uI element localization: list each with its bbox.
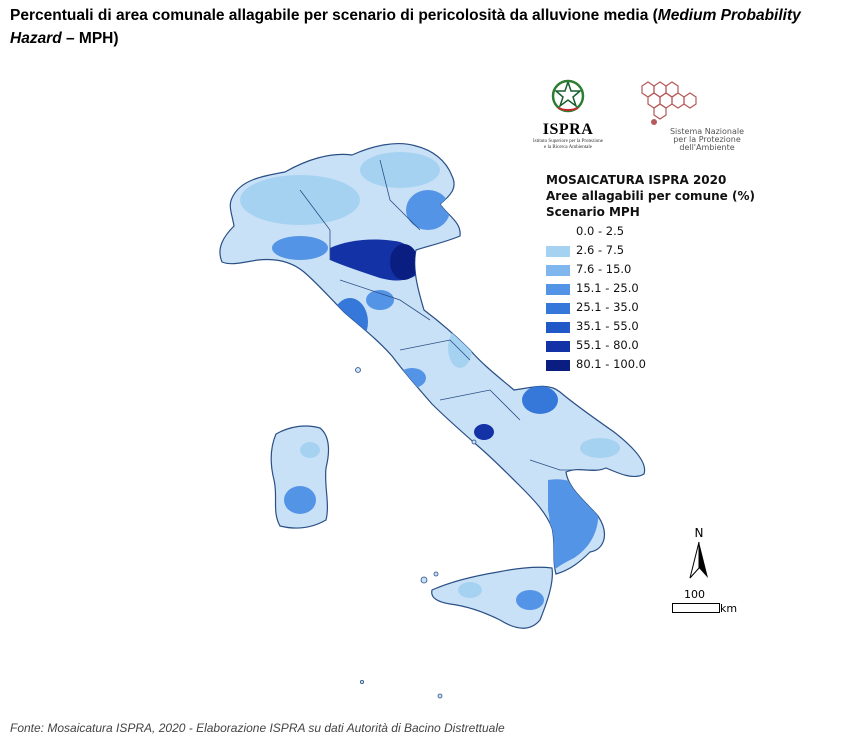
snpa-line-3: dell'Ambiente <box>679 143 735 152</box>
sardinia-flood-area <box>284 486 316 514</box>
scale-value: 100 <box>684 588 705 601</box>
snpa-logo: Sistema Nazionale per la Protezione dell… <box>632 78 756 152</box>
legend-swatch <box>546 322 570 333</box>
scale-bar-graphic <box>672 603 720 613</box>
legend-label: 80.1 - 100.0 <box>576 357 646 371</box>
legend-label: 55.1 - 80.0 <box>576 338 639 352</box>
arno-flood-area <box>366 290 394 310</box>
small-islands <box>355 367 477 699</box>
ispra-name: ISPRA <box>542 121 594 138</box>
legend-label: 25.1 - 35.0 <box>576 300 639 314</box>
alps-pale-area <box>240 175 360 225</box>
hexagon-network-icon <box>641 81 697 125</box>
page-title: Percentuali di area comunale allagabile … <box>10 4 840 50</box>
legend-title-1: MOSAICATURA ISPRA 2020 <box>546 173 727 187</box>
legend-title-2: Aree allagabili per comune (%) <box>546 189 755 203</box>
legend-label: 15.1 - 25.0 <box>576 281 639 295</box>
salento-pale-area <box>580 438 620 458</box>
legend-swatch <box>546 341 570 352</box>
legend-swatch <box>546 246 570 257</box>
legend-swatch <box>546 227 570 238</box>
legend-label: 7.6 - 15.0 <box>576 262 632 276</box>
source-caption: Fonte: Mosaicatura ISPRA, 2020 - Elabora… <box>10 721 505 735</box>
legend-label: 2.6 - 7.5 <box>576 243 625 257</box>
title-text-1: Percentuali di area comunale allagabile … <box>10 7 658 24</box>
north-label: N <box>694 526 704 540</box>
italian-emblem-icon <box>551 79 585 113</box>
legend-title: MOSAICATURA ISPRA 2020 Aree allagabili p… <box>546 172 755 220</box>
veneto-flood-area <box>406 190 450 230</box>
legend-swatch <box>546 265 570 276</box>
snpa-line-2: per la Protezione <box>673 135 741 144</box>
legend-title-3: Scenario MPH <box>546 205 640 219</box>
lombardy-flood-area <box>272 236 328 260</box>
campania-flood-area <box>474 424 494 440</box>
legend-swatch <box>546 284 570 295</box>
scale-unit: km <box>720 602 738 615</box>
dolomites-pale-area <box>360 152 440 188</box>
legend-label: 35.1 - 55.0 <box>576 319 639 333</box>
legend-swatch <box>546 360 570 371</box>
lazio-flood-area <box>398 368 426 388</box>
puglia-flood-area <box>522 386 558 414</box>
ispra-logo: ISPRA Istituto Superiore per la Protezio… <box>522 78 614 151</box>
ispra-subtitle-1: Istituto Superiore per la Protezione <box>533 139 603 144</box>
sicily-flood-area <box>516 590 544 610</box>
title-text-2: – MPH) <box>61 30 119 47</box>
legend-label: 0.0 - 2.5 <box>576 224 625 238</box>
snpa-caption: Sistema Nazionale per la Protezione dell… <box>652 128 762 152</box>
title-text-italic: Medium Probability Hazard <box>10 7 801 47</box>
ispra-subtitle-2: e la Ricerca Ambientale <box>544 145 592 150</box>
legend-swatch <box>546 303 570 314</box>
tuscany-coast-flood-area <box>332 298 368 346</box>
calabria-flood-area <box>548 479 599 572</box>
north-arrow-icon <box>689 541 708 579</box>
sardinia-pale-area <box>300 442 320 458</box>
north-arrow: N <box>684 526 714 585</box>
sicily-pale-area <box>458 582 482 598</box>
snpa-line-1: Sistema Nazionale <box>669 127 745 136</box>
po-delta-flood-area <box>390 244 418 280</box>
